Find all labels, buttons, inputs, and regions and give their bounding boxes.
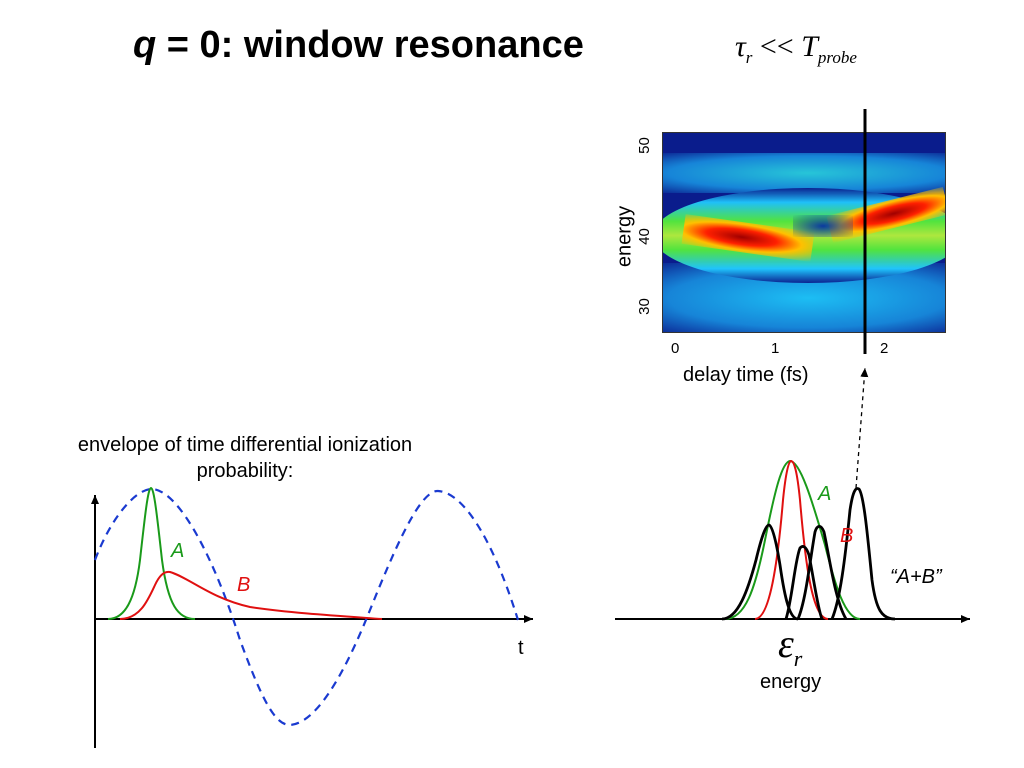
curve-sum-peak-1 [721,523,799,621]
epsilon-symbol: ε [778,621,794,666]
curve-sum-peak-2 [784,545,824,620]
curve-sum-peak-3 [796,525,848,620]
epsilon-r-label: εr [778,620,802,672]
probe-field-dashed-curve [93,487,520,727]
title-text: = 0: window resonance [156,24,584,66]
right-x-axis-label: energy [760,671,822,693]
spectrogram-plot [662,132,946,333]
right-label-a: A [818,483,832,505]
much-less-than-operator: << [752,30,802,63]
xtick-1: 1 [771,340,780,357]
xtick-2: 2 [880,340,889,357]
envelope-caption: envelope of time differential ionization… [20,432,470,484]
tau-subscript: r [745,48,753,67]
spectrogram-xlabel: delay time (fs) [683,364,809,386]
envelope-caption-line1: envelope of time differential ionization [77,434,413,456]
tau-symbol: τ [735,30,746,63]
t-subscript: probe [817,48,857,67]
curve-a-left [107,486,196,620]
page-title: q = 0: window resonance [133,24,584,67]
left-label-a: A [171,540,185,562]
xtick-0: 0 [671,340,680,357]
spectrogram-dark-valley [793,215,853,237]
curve-sum-peak-4 [830,487,896,621]
right-label-sum: “A+B” [890,566,942,588]
t-symbol: T [801,30,818,63]
left-label-b: B [237,574,251,596]
epsilon-subscript: r [793,646,803,671]
curve-b-left [119,570,383,620]
right-label-b: B [840,525,854,547]
spectrogram-band-upper [663,153,945,193]
dashed-connector-arrow [855,367,869,489]
left-x-axis-label: t [518,637,524,659]
envelope-caption-line2: probability: [196,460,294,482]
time-scale-relation: τr << Tprobe [735,30,857,68]
title-variable: q [133,24,157,66]
